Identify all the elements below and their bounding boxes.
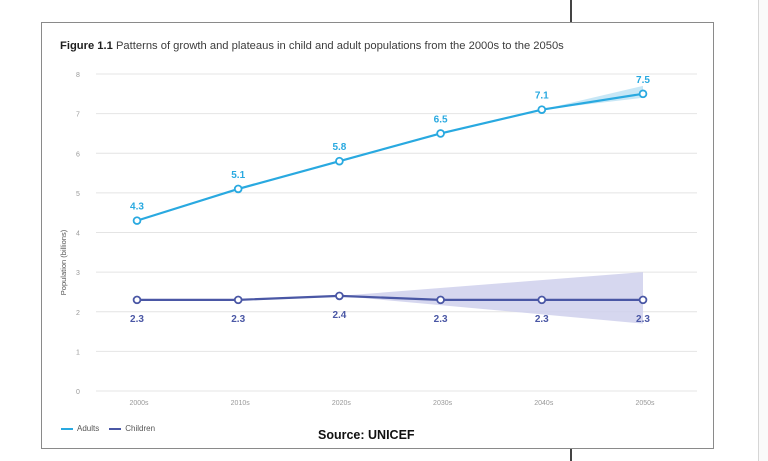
data-label-adults: 6.5: [434, 114, 448, 125]
chart-legend: Adults Children: [61, 424, 155, 433]
data-label-adults: 4.3: [130, 202, 144, 213]
y-tick-label: 0: [76, 389, 80, 396]
data-label-children: 2.3: [130, 314, 144, 325]
x-tick-label: 2040s: [534, 400, 554, 407]
uncertainty-band-children: [339, 272, 643, 324]
data-point-adults: [233, 184, 243, 194]
data-point-adults: [638, 89, 648, 99]
figure-container: Figure 1.1 Patterns of growth and platea…: [41, 22, 714, 449]
line-chart: 0 1 2 3 4 5 6 7 8 Population (billions) 2000s 2010s…: [59, 72, 697, 407]
y-axis-title: Population (billions): [59, 229, 68, 295]
page-right-edge: [758, 0, 768, 461]
x-tick-label: 2000s: [129, 400, 149, 407]
source-caption: Source: UNICEF: [318, 428, 415, 442]
y-tick-label: 4: [76, 231, 80, 238]
data-point-children: [233, 295, 243, 305]
data-point-adults: [537, 105, 547, 114]
legend-item-adults: Adults: [61, 424, 99, 433]
y-tick-label: 2: [76, 310, 80, 317]
data-point-children: [638, 295, 648, 305]
data-label-adults: 7.1: [535, 91, 549, 102]
data-point-children: [132, 295, 142, 305]
legend-item-children: Children: [109, 424, 155, 433]
data-point-children: [436, 295, 445, 305]
legend-label-adults: Adults: [77, 424, 100, 433]
x-tick-label: 2030s: [433, 400, 453, 407]
x-tick-label: 2050s: [635, 400, 655, 407]
data-label-adults: 7.5: [636, 75, 650, 86]
data-label-children: 2.4: [332, 310, 346, 321]
data-label-adults: 5.8: [332, 142, 346, 153]
x-tick-label: 2010s: [231, 400, 251, 407]
data-point-children: [537, 295, 547, 305]
series-line-children: [137, 294, 643, 301]
y-tick-label: 5: [76, 191, 80, 198]
legend-swatch-adults: [61, 427, 73, 430]
legend-label-children: Children: [125, 424, 156, 433]
uncertainty-band-adults: [541, 85, 643, 110]
data-point-children: [335, 291, 344, 301]
data-point-adults: [335, 156, 344, 166]
data-point-adults: [132, 216, 142, 225]
series-line-adults: [136, 92, 644, 222]
data-point-adults: [436, 129, 445, 138]
y-tick-label: 8: [76, 72, 80, 79]
page-divider-bottom: [570, 447, 572, 461]
x-tick-label: 2020s: [332, 400, 352, 407]
y-tick-label: 1: [76, 349, 80, 356]
data-label-children: 2.3: [535, 314, 549, 325]
page-divider-top: [570, 0, 572, 22]
data-label-children: 2.3: [434, 314, 448, 325]
figure-title-text: Patterns of growth and plateaus in child…: [115, 40, 564, 52]
data-label-children: 2.3: [636, 314, 650, 325]
figure-title: Figure 1.1 Patterns of growth and platea…: [60, 40, 564, 52]
y-tick-label: 7: [76, 112, 80, 119]
data-label-adults: 5.1: [231, 170, 245, 181]
data-label-children: 2.3: [231, 314, 245, 325]
y-tick-label: 6: [76, 151, 80, 158]
figure-label: Figure 1.1: [60, 40, 113, 52]
legend-swatch-children: [109, 427, 122, 430]
y-tick-label: 3: [76, 270, 80, 277]
